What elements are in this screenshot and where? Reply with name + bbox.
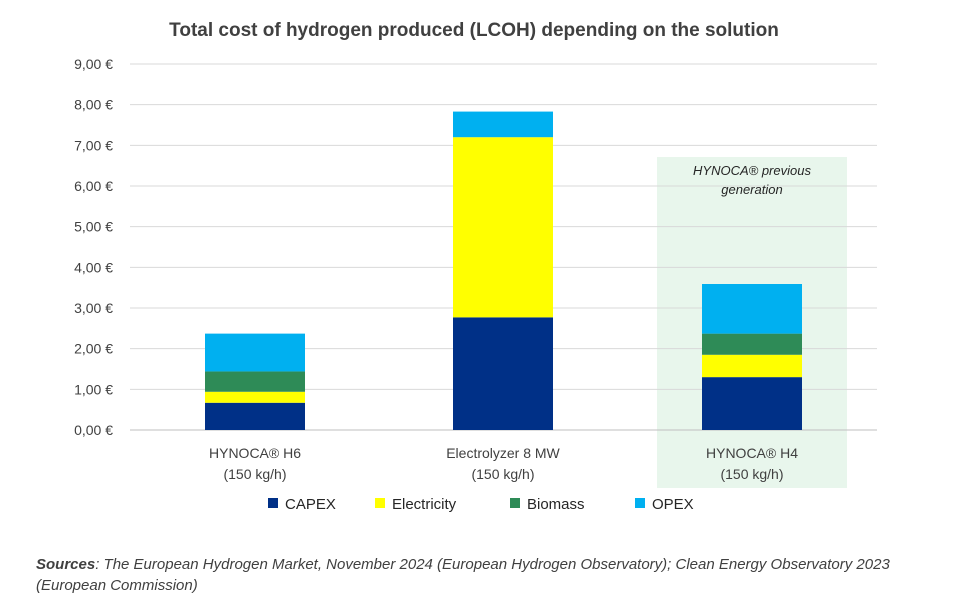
- bar-segment-capex: [453, 317, 553, 430]
- labels: 0,00 € 1,00 € 2,00 € 3,00 € 4,00 € 5,00 € 6,00…: [74, 56, 811, 482]
- sources-note: Sources: The European Hydrogen Market, N…: [36, 554, 936, 596]
- legend-label-biomass: Biomass: [527, 496, 585, 513]
- chart-title: Total cost of hydrogen produced (LCOH) d…: [169, 20, 779, 41]
- sources-text: : The European Hydrogen Market, November…: [36, 556, 890, 594]
- x-category-label: HYNOCA® H4: [706, 445, 798, 461]
- y-tick-label: 4,00 €: [74, 259, 113, 275]
- y-tick-label: 6,00 €: [74, 178, 113, 194]
- legend-swatch-biomass: [510, 498, 520, 508]
- y-tick-label: 0,00 €: [74, 422, 113, 438]
- bar-segment-opex: [453, 111, 553, 138]
- bar-segment-opex: [702, 284, 802, 334]
- annotation-note: HYNOCA® previous: [693, 163, 811, 178]
- sources-label: Sources: [36, 556, 96, 573]
- x-category-label: (150 kg/h): [471, 466, 534, 482]
- y-tick-label: 7,00 €: [74, 137, 113, 153]
- y-tick-label: 1,00 €: [74, 381, 113, 397]
- legend: CAPEX Electricity Biomass OPEX: [268, 496, 694, 513]
- x-category-label: Electrolyzer 8 MW: [446, 445, 560, 461]
- legend-swatch-electricity: [375, 498, 385, 508]
- x-category-label: (150 kg/h): [223, 466, 286, 482]
- bars: [205, 111, 802, 430]
- legend-swatch-opex: [635, 498, 645, 508]
- bar-segment-capex: [205, 402, 305, 430]
- legend-label-capex: CAPEX: [285, 496, 336, 513]
- annotation-note: generation: [721, 182, 782, 197]
- legend-swatch-capex: [268, 498, 278, 508]
- bar-segment-biomass: [205, 371, 305, 392]
- bar-segment-biomass: [702, 333, 802, 355]
- y-tick-label: 9,00 €: [74, 56, 113, 72]
- y-tick-label: 2,00 €: [74, 341, 113, 357]
- y-tick-label: 3,00 €: [74, 300, 113, 316]
- legend-label-electricity: Electricity: [392, 496, 457, 513]
- legend-label-opex: OPEX: [652, 496, 694, 513]
- bar-segment-opex: [205, 333, 305, 372]
- y-tick-label: 8,00 €: [74, 97, 113, 113]
- bar-segment-capex: [702, 377, 802, 430]
- y-tick-label: 5,00 €: [74, 219, 113, 235]
- bar-segment-electricity: [702, 354, 802, 378]
- x-category-label: (150 kg/h): [720, 466, 783, 482]
- x-category-label: HYNOCA® H6: [209, 445, 301, 461]
- bar-segment-electricity: [205, 391, 305, 403]
- stacked-bar-chart: 0,00 € 1,00 € 2,00 € 3,00 € 4,00 € 5,00 € 6,00…: [74, 56, 877, 513]
- bar-segment-electricity: [453, 137, 553, 318]
